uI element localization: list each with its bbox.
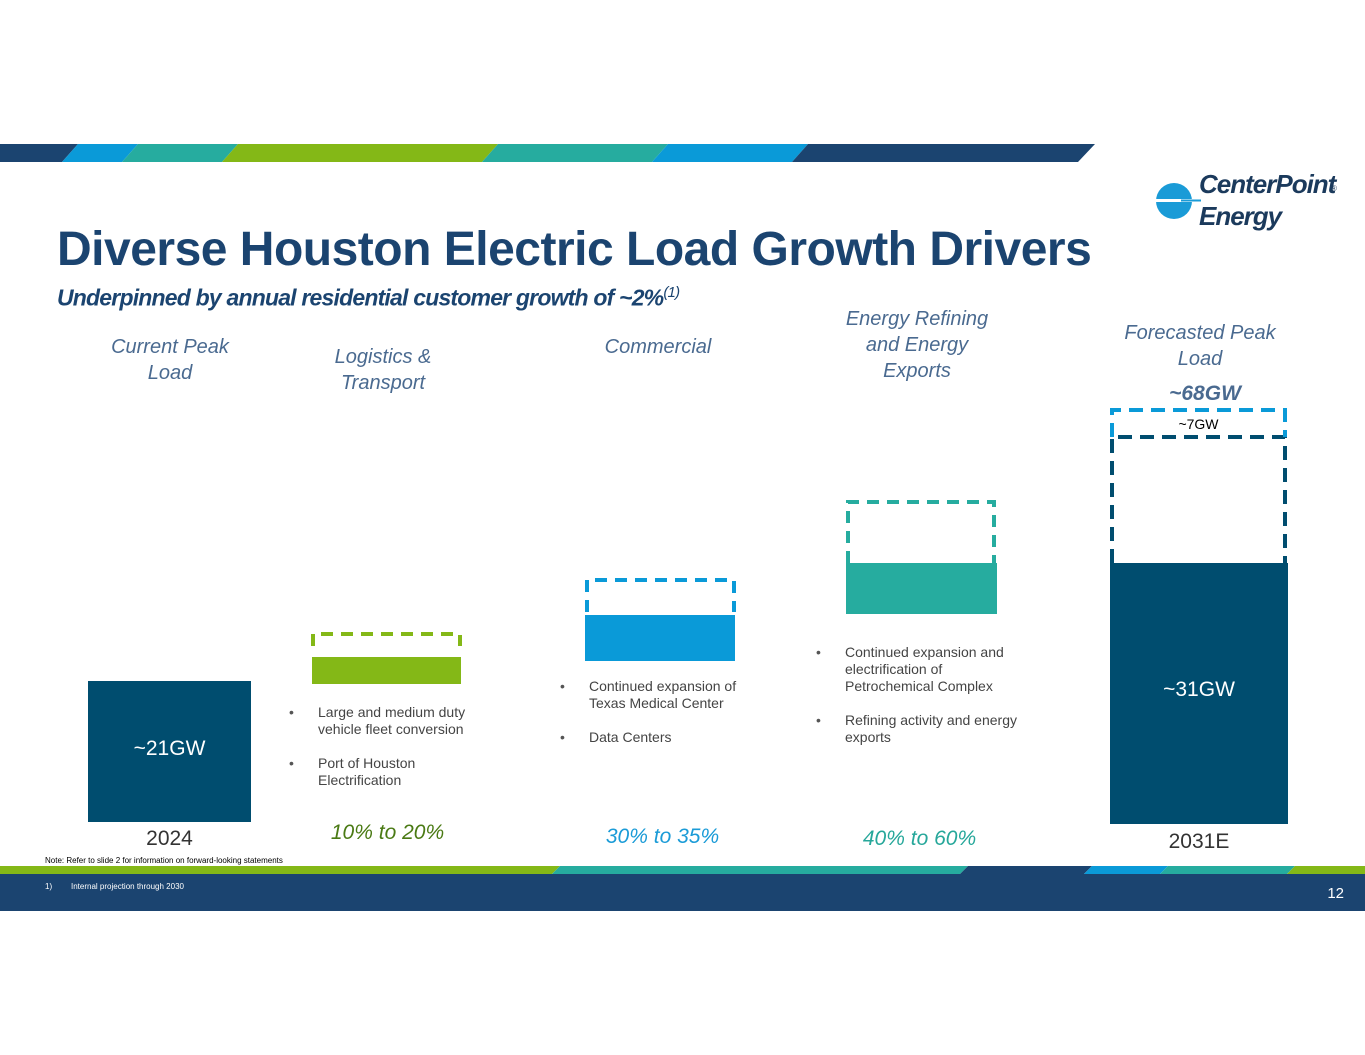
bar-commercial-range-outline [585,578,736,612]
bar-energy-refining-range-outline [846,500,996,563]
range-logistics: 10% to 20% [330,821,445,844]
category-energy-refining: Energy Refining and Energy Exports [845,308,989,382]
axis-label-2024: 2024 [146,827,193,850]
bullets-commercial: Continued expansion of Texas Medical Cen… [557,678,757,763]
bar-forecasted-range-outline [1110,435,1287,563]
page-subtitle: Underpinned by annual residential custom… [57,284,680,312]
subtitle-text: Underpinned by annual residential custom… [57,284,664,311]
footnote-number: 1) [45,882,53,891]
bar-commercial-min [585,615,735,661]
range-energy-refining: 40% to 60% [862,827,977,850]
bar-energy-refining-min [846,563,997,614]
axis-label-2031e: 2031E [1168,830,1230,853]
bar-logistics-min [312,657,461,684]
bar-forecasted-peak-load [1110,563,1288,824]
category-logistics-transport: Logistics & Transport [334,346,432,394]
category-commercial: Commercial [604,336,712,358]
bullets-logistics: Large and medium duty vehicle fleet conv… [286,704,486,806]
bullets-energy-refining: Continued expansion and electrification … [813,644,1028,763]
bar-label-current: ~21GW [133,737,206,760]
bar-current-peak-load [88,681,251,822]
list-item: Refining activity and energy exports [813,712,1028,746]
forecast-total-label: ~68GW [1169,382,1241,405]
logo-line-2: Energy [1199,201,1282,231]
page-number: 12 [1327,885,1344,902]
forward-looking-note: Note: Refer to slide 2 for information o… [45,856,283,865]
subtitle-footnote-ref: (1) [663,284,680,301]
list-item: Continued expansion of Texas Medical Cen… [557,678,757,712]
list-item: Continued expansion and electrification … [813,644,1028,695]
category-forecasted-peak-load: Forecasted Peak Load [1124,322,1276,370]
category-current-peak-load: Current Peak Load [111,336,229,384]
list-item: Large and medium duty vehicle fleet conv… [286,704,486,738]
logo-line-1: CenterPoint [1199,169,1336,199]
range-commercial: 30% to 35% [605,825,720,848]
list-item: Port of Houston Electrification [286,755,486,789]
forecast-additional-label: ~7GW [1178,416,1219,432]
page-title: Diverse Houston Electric Load Growth Dri… [57,223,1092,276]
bar-logistics-range-outline [311,632,462,646]
footnote-text: Internal projection through 2030 [71,882,184,891]
logo-registered: ® [1331,184,1337,193]
list-item: Data Centers [557,729,757,746]
bar-label-forecast: ~31GW [1163,678,1235,701]
bar-forecasted-upside-outline [1110,408,1287,437]
logo-globe-icon [1155,183,1201,219]
centerpoint-logo: CenterPoint ® Energy [1155,170,1345,236]
